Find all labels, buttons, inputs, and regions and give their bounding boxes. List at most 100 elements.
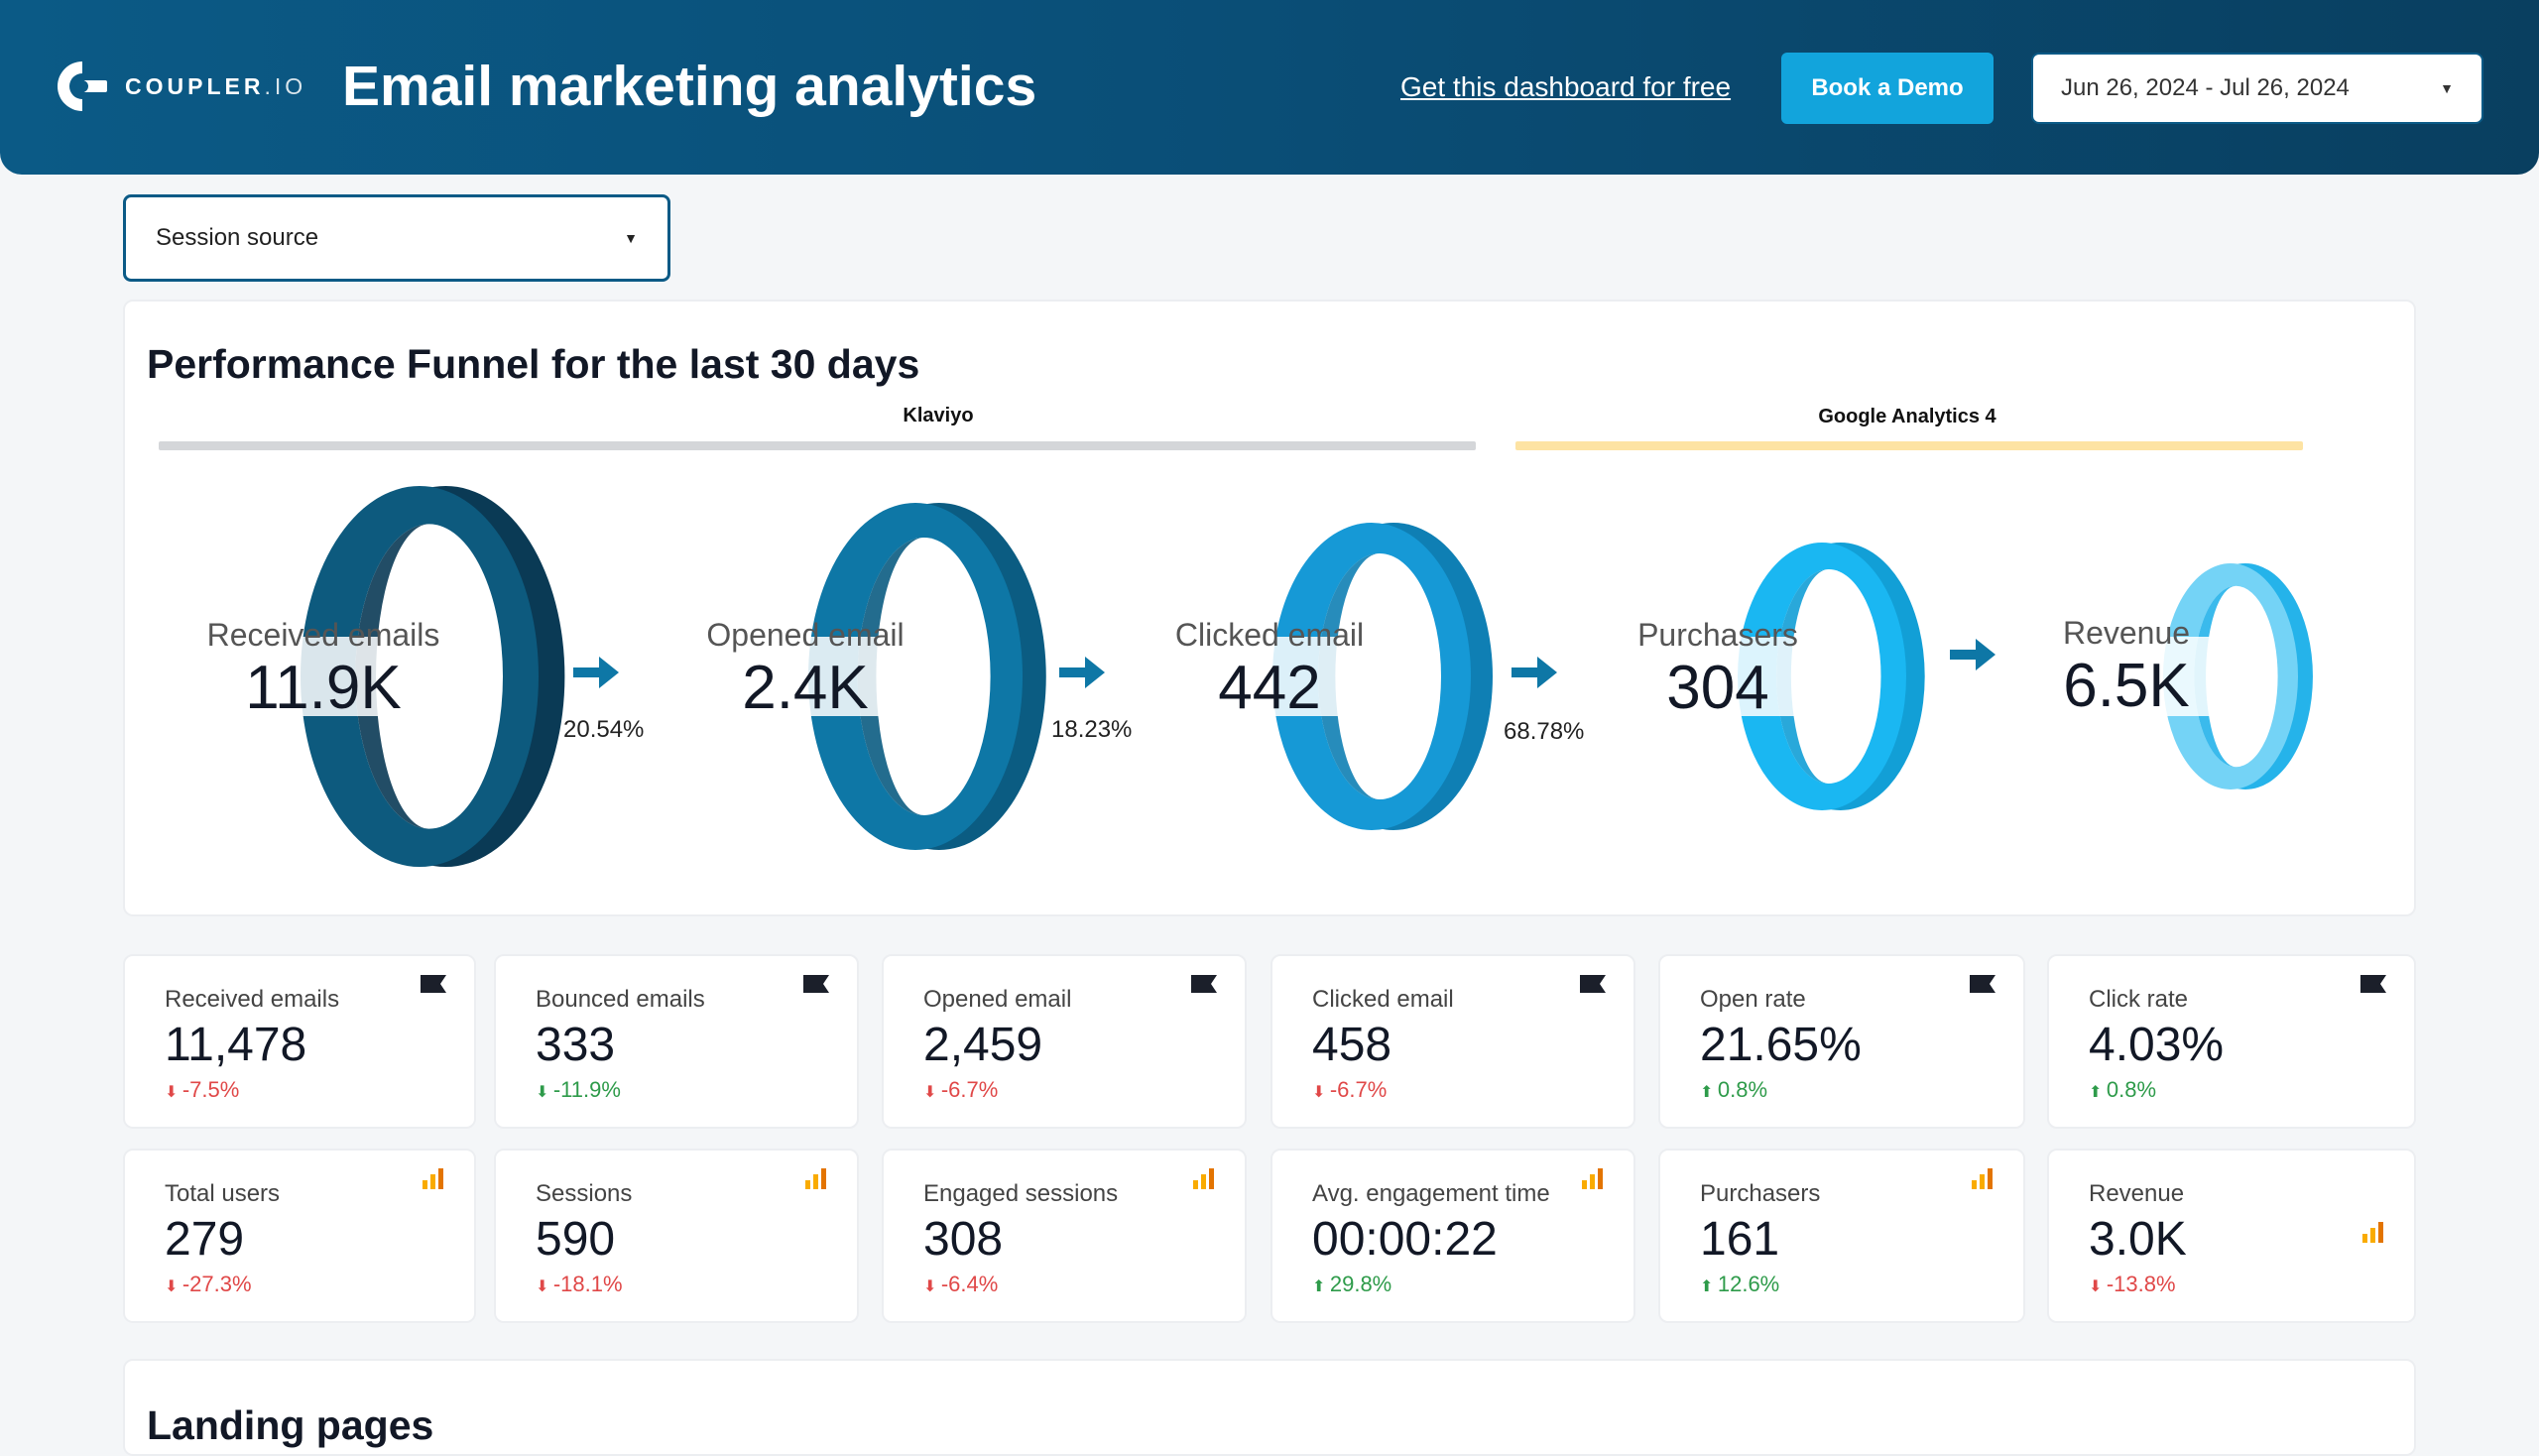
funnel-step-label: Opened email [706, 617, 905, 653]
arrow-down-icon: ⬇ [536, 1084, 553, 1101]
arrow-down-icon: ⬇ [165, 1084, 182, 1101]
conversion-rate: 68.78% [1504, 718, 1585, 745]
analytics-bars-icon [1972, 1168, 1993, 1189]
kpi-delta: ⬇ -11.9% [536, 1077, 621, 1103]
kpi-value: 21.65% [1700, 1019, 1862, 1071]
session-source-dropdown[interactable]: Session source ▼ [123, 194, 670, 282]
analytics-bars-icon [2362, 1222, 2383, 1243]
arrow-down-icon: ⬇ [536, 1278, 553, 1295]
kpi-tile: Opened email 2,459 ⬇ -6.7% [882, 954, 1247, 1129]
arrow-right-icon [1511, 657, 1557, 688]
arrow-right-icon [1059, 657, 1105, 688]
kpi-delta-value: -7.5% [181, 1077, 240, 1102]
kpi-label: Open rate [1700, 986, 1806, 1013]
kpi-delta-value: -6.7% [1329, 1077, 1388, 1102]
kpi-label: Click rate [2089, 986, 2189, 1013]
kpi-delta: ⬇ -27.3% [165, 1272, 252, 1297]
kpi-label: Purchasers [1700, 1180, 1821, 1207]
funnel-title: Performance Funnel for the last 30 days [147, 341, 920, 387]
kpi-value: 11,478 [165, 1019, 307, 1071]
chevron-down-icon: ▼ [624, 230, 638, 246]
logo-text: COUPLER [125, 72, 265, 99]
funnel-step-label: Purchasers [1637, 617, 1798, 653]
kpi-delta: ⬇ -13.8% [2089, 1272, 2176, 1297]
page-title: Email marketing analytics [342, 55, 1037, 118]
analytics-bars-icon [1582, 1168, 1603, 1189]
kpi-delta: ⬆ 0.8% [2089, 1077, 2156, 1103]
kpi-delta: ⬇ -18.1% [536, 1272, 623, 1297]
kpi-label: Received emails [165, 986, 340, 1013]
kpi-tile: Sessions 590 ⬇ -18.1% [494, 1149, 859, 1323]
kpi-value: 2,459 [923, 1019, 1043, 1071]
kpi-delta: ⬇ -7.5% [165, 1077, 239, 1103]
date-range-picker[interactable]: Jun 26, 2024 - Jul 26, 2024 ▼ [2031, 53, 2483, 124]
kpi-delta: ⬇ -6.7% [923, 1077, 998, 1103]
kpi-value: 279 [165, 1213, 245, 1266]
arrow-down-icon: ⬇ [165, 1278, 182, 1295]
kpi-label: Revenue [2089, 1180, 2185, 1207]
funnel-step-value: 2.4K [742, 654, 869, 722]
funnel-step-value: 6.5K [2063, 652, 2190, 720]
kpi-label: Bounced emails [536, 986, 705, 1013]
funnel-ring [2159, 563, 2313, 789]
source-label-ga4: Google Analytics 4 [1818, 406, 1996, 427]
funnel-rings [295, 486, 2313, 867]
kpi-delta: ⬇ -6.4% [923, 1272, 998, 1297]
kpi-delta-value: -6.4% [940, 1272, 999, 1296]
kpi-tile: Total users 279 ⬇ -27.3% [123, 1149, 476, 1323]
book-demo-button[interactable]: Book a Demo [1781, 53, 1994, 124]
kpi-delta: ⬆ 29.8% [1312, 1272, 1391, 1297]
kpi-delta: ⬇ -6.7% [1312, 1077, 1387, 1103]
funnel-step-label: Received emails [206, 617, 440, 653]
chevron-down-icon: ▼ [2440, 80, 2454, 96]
funnel-step-label: Revenue [2062, 615, 2191, 651]
kpi-label: Opened email [923, 986, 1072, 1013]
funnel-step-value: 442 [1218, 654, 1321, 722]
analytics-bars-icon [805, 1168, 826, 1189]
kpi-value: 458 [1312, 1019, 1392, 1071]
kpi-value: 308 [923, 1213, 1004, 1266]
kpi-value: 161 [1700, 1213, 1780, 1266]
source-label-klaviyo: Klaviyo [903, 405, 974, 426]
funnel-step-value: 304 [1666, 654, 1769, 722]
funnel-step-label: Clicked email [1174, 617, 1365, 653]
funnel-card: Performance Funnel for the last 30 days … [123, 300, 2416, 916]
kpi-value: 333 [536, 1019, 616, 1071]
kpi-delta-value: -6.7% [940, 1077, 999, 1102]
conversion-rate: 20.54% [563, 716, 645, 743]
kpi-delta-value: -27.3% [181, 1272, 252, 1296]
kpi-delta-value: -13.8% [2106, 1272, 2176, 1296]
logo-suffix: .IO [264, 72, 307, 99]
funnel-step-value: 11.9K [245, 654, 402, 722]
flag-icon [1580, 975, 1606, 993]
kpi-tile: Avg. engagement time 00:00:22 ⬆ 29.8% [1270, 1149, 1635, 1323]
get-dashboard-link[interactable]: Get this dashboard for free [1400, 71, 1732, 102]
kpi-delta-value: -18.1% [552, 1272, 623, 1296]
kpi-tile: Received emails 11,478 ⬇ -7.5% [123, 954, 476, 1129]
kpi-delta-value: -11.9% [552, 1077, 621, 1102]
coupler-logo-icon [57, 61, 107, 111]
kpi-label: Avg. engagement time [1312, 1180, 1550, 1207]
flag-icon [421, 975, 446, 993]
kpi-delta: ⬆ 12.6% [1700, 1272, 1779, 1297]
funnel-ring [1733, 543, 1925, 810]
arrow-right-icon [1950, 639, 1995, 670]
source-bar-ga4 [1515, 441, 2303, 450]
kpi-tile: Engaged sessions 308 ⬇ -6.4% [882, 1149, 1247, 1323]
kpi-delta-value: 0.8% [2106, 1077, 2157, 1102]
funnel-ring [1268, 523, 1493, 830]
kpi-label: Sessions [536, 1180, 633, 1207]
analytics-bars-icon [1193, 1168, 1214, 1189]
coupler-logo[interactable]: COUPLER.IO [54, 58, 306, 115]
flag-icon [1970, 975, 1995, 993]
kpi-tile: Click rate 4.03% ⬆ 0.8% [2047, 954, 2416, 1129]
arrow-up-icon: ⬆ [1700, 1278, 1718, 1295]
kpi-delta: ⬆ 0.8% [1700, 1077, 1767, 1103]
arrow-up-icon: ⬆ [1312, 1278, 1330, 1295]
date-range-text: Jun 26, 2024 - Jul 26, 2024 [2061, 74, 2350, 101]
kpi-delta-value: 29.8% [1329, 1272, 1392, 1296]
arrow-down-icon: ⬇ [923, 1278, 941, 1295]
session-source-label: Session source [156, 224, 319, 251]
kpi-value: 00:00:22 [1312, 1213, 1498, 1266]
flag-icon [2360, 975, 2386, 993]
